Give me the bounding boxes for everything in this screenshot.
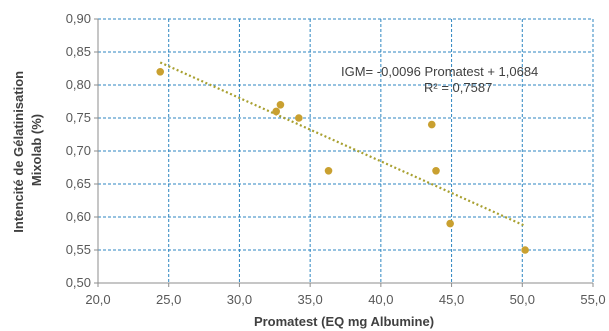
x-tick-label: 30,0 [227, 292, 252, 307]
x-tick-label: 20,0 [85, 292, 110, 307]
grid-lines [98, 18, 594, 283]
y-tick-label: 0,75 [66, 110, 91, 125]
data-point [272, 107, 281, 116]
y-tick-label: 0,50 [66, 275, 91, 290]
data-point [446, 219, 454, 228]
y-tick-label: 0,60 [66, 209, 91, 224]
y-tick-label: 0,90 [66, 11, 91, 26]
data-point [427, 120, 436, 129]
y-tick-label: 0,65 [66, 176, 91, 191]
y-axis-title: Intencité de Gélatinisation Mixolab (%) [11, 67, 44, 232]
tick-labels: 0,50 0,55 0,60 0,65 0,70 0,75 0,80 0,85 0,90 20,0… [66, 11, 606, 307]
equation-label: IGM= -0,0096 Promatest + 1,0684 [341, 64, 538, 79]
data-point [156, 68, 165, 76]
data-point [432, 167, 440, 175]
y-tick-label: 0,70 [66, 143, 91, 158]
trendline-group [159, 61, 526, 227]
y-axis-title-line-1: Intencité de Gélatinisation [11, 71, 26, 233]
y-tick-label: 0,80 [66, 77, 91, 92]
x-tick-label: 55,0 [580, 292, 605, 307]
y-tick-label: 0,85 [66, 44, 91, 59]
x-tick-label: 25,0 [156, 292, 181, 307]
data-points [156, 68, 529, 254]
data-point [276, 101, 285, 109]
y-axis-title-line-2: Mixolab (%) [29, 114, 44, 186]
trendline [159, 61, 526, 227]
data-point [324, 167, 333, 175]
x-tick-label: 50,0 [510, 292, 535, 307]
r-squared-label: R² = 0,7587 [424, 80, 492, 95]
data-point [521, 246, 529, 254]
axes [94, 18, 594, 287]
data-point [295, 114, 303, 122]
x-tick-label: 45,0 [439, 292, 464, 307]
x-tick-label: 35,0 [297, 292, 322, 307]
y-tick-label: 0,55 [66, 242, 91, 257]
x-axis-title: Promatest (EQ mg Albumine) [254, 314, 434, 329]
x-tick-label: 40,0 [368, 292, 393, 307]
